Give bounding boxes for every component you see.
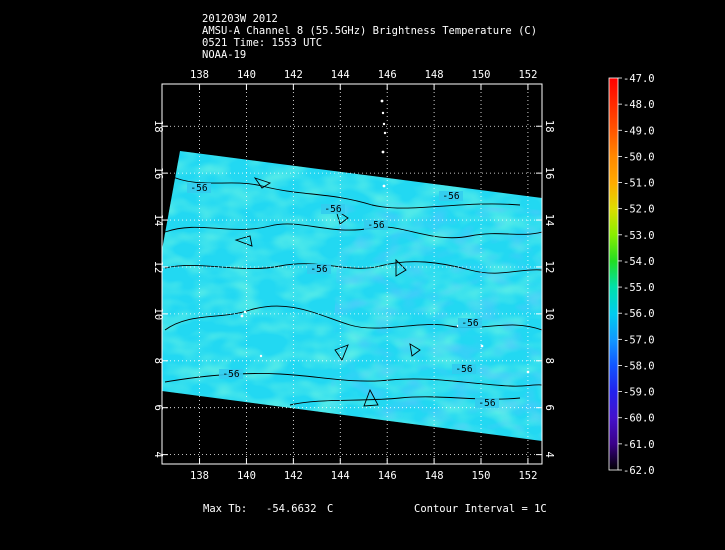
lat-label-left: 18 xyxy=(152,120,164,133)
lat-label-right: 14 xyxy=(543,214,555,227)
lon-label-top: 146 xyxy=(378,69,397,81)
lon-label-top: 144 xyxy=(331,69,350,81)
title-line-1: 201203W 2012 xyxy=(202,13,278,25)
contour-label-bg xyxy=(187,183,211,193)
lon-label-bottom: 138 xyxy=(190,470,209,482)
lon-label-top: 140 xyxy=(237,69,256,81)
contour-interval: Contour Interval = 1C xyxy=(414,503,547,515)
lon-label-bottom: 148 xyxy=(425,470,444,482)
lon-label-bottom: 152 xyxy=(518,470,537,482)
colorbar-label: -57.0 xyxy=(623,334,655,346)
colorbar-label: -56.0 xyxy=(623,308,655,320)
colorbar-label: -53.0 xyxy=(623,230,655,242)
title-line-4: NOAA-19 xyxy=(202,49,247,61)
lon-label-bottom: 146 xyxy=(378,470,397,482)
lat-labels-left: 18 16 14 12 10 8 6 4 xyxy=(152,120,164,458)
contour-label: -56 xyxy=(461,318,478,329)
colorbar-label: -61.0 xyxy=(623,439,655,451)
colorbar-label: -54.0 xyxy=(623,256,655,268)
contour-label: -56 xyxy=(478,398,495,409)
contour-labels: -56 -56 -56 -56 -56 -56 -56 -56 -56 xyxy=(187,183,499,409)
colorbar-label: -52.0 xyxy=(623,204,655,216)
lon-labels-bottom: 138 140 142 144 146 148 150 152 xyxy=(190,470,537,482)
colorbar-label: -55.0 xyxy=(623,282,655,294)
lat-labels-right: 18 16 14 12 10 8 6 4 xyxy=(543,120,555,458)
brightness-swath xyxy=(162,99,542,441)
lat-label-right: 16 xyxy=(543,167,555,180)
contour-label-bg xyxy=(439,191,463,201)
lat-label-left: 14 xyxy=(152,214,164,227)
colorbar-gradient xyxy=(609,78,618,470)
colorbar-label: -50.0 xyxy=(623,151,655,163)
lon-label-bottom: 144 xyxy=(331,470,350,482)
lat-label-left: 4 xyxy=(152,451,164,457)
lon-label-bottom: 150 xyxy=(472,470,491,482)
lat-label-right: 4 xyxy=(543,451,555,457)
contour-label-bg xyxy=(475,398,499,408)
colorbar-label: -58.0 xyxy=(623,360,655,372)
lat-label-right: 6 xyxy=(543,405,555,411)
contour-label-bg xyxy=(321,204,345,214)
contour-label-bg xyxy=(458,318,482,328)
colorbar-label: -51.0 xyxy=(623,178,655,190)
contour-label: -56 xyxy=(222,369,239,380)
lat-label-left: 12 xyxy=(152,261,164,274)
contour-label-bg xyxy=(364,220,388,230)
title-line-2: AMSU-A Channel 8 (55.5GHz) Brightness Te… xyxy=(202,25,538,37)
max-tb-unit: C xyxy=(327,503,334,515)
colorbar-label: -59.0 xyxy=(623,387,655,399)
lat-label-right: 18 xyxy=(543,120,555,133)
contour-label: -56 xyxy=(367,220,384,231)
lat-label-left: 6 xyxy=(152,405,164,411)
colorbar-label: -47.0 xyxy=(623,73,655,85)
contour-label: -56 xyxy=(324,204,341,215)
colorbar-label: -62.0 xyxy=(623,465,655,477)
colorbar-label: -49.0 xyxy=(623,125,655,137)
lon-label-top: 150 xyxy=(472,69,491,81)
lon-labels-top: 138 140 142 144 146 148 150 152 xyxy=(190,69,537,81)
contour-label: -56 xyxy=(455,364,472,375)
lon-label-top: 148 xyxy=(425,69,444,81)
lon-label-top: 138 xyxy=(190,69,209,81)
lat-label-right: 8 xyxy=(543,358,555,364)
contour-label-bg xyxy=(307,264,331,274)
colorbar-label: -48.0 xyxy=(623,99,655,111)
lat-label-left: 10 xyxy=(152,308,164,321)
lat-label-left: 8 xyxy=(152,358,164,364)
lon-label-top: 142 xyxy=(284,69,303,81)
contour-label: -56 xyxy=(442,191,459,202)
contour-label: -56 xyxy=(310,264,327,275)
lon-label-bottom: 142 xyxy=(284,470,303,482)
contour-label-bg xyxy=(452,364,476,374)
axis-ticks xyxy=(162,84,542,464)
lat-label-right: 10 xyxy=(543,308,555,321)
colorbar-label: -60.0 xyxy=(623,413,655,425)
lat-label-left: 16 xyxy=(152,167,164,180)
plot-frame xyxy=(161,83,543,465)
land-outline xyxy=(240,99,530,374)
contour-label-bg xyxy=(219,369,243,379)
colorbar: -47.0 -48.0 -49.0 -50.0 -51.0 -52.0 -53.0 -54.0… xyxy=(608,73,655,477)
max-tb-value: -54.6632 xyxy=(266,503,317,515)
lon-label-top: 152 xyxy=(518,69,537,81)
title-line-3: 0521 Time: 1553 UTC xyxy=(202,37,323,49)
contour-label: -56 xyxy=(190,183,207,194)
max-tb-label: Max Tb: xyxy=(203,503,248,515)
lat-label-right: 12 xyxy=(543,261,555,274)
lon-label-bottom: 140 xyxy=(237,470,256,482)
